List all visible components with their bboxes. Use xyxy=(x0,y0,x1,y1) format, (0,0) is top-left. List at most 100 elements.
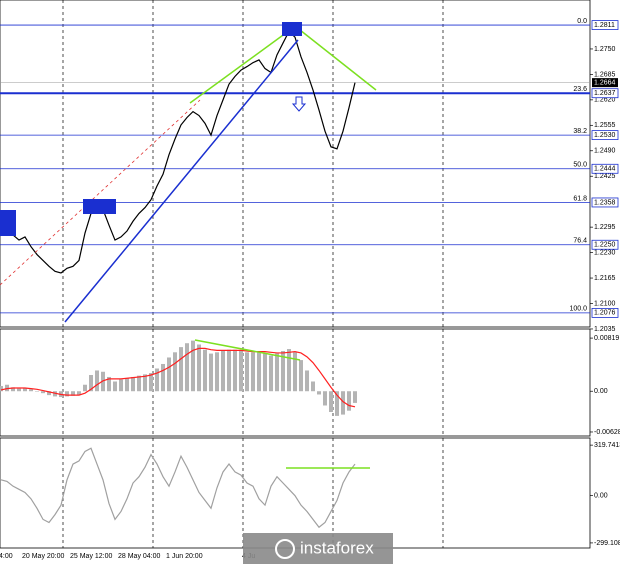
fib-price-label: 1.2358 xyxy=(594,199,616,206)
histogram-bar xyxy=(287,349,291,392)
x-tick-label: 25 May 12:00 xyxy=(70,553,113,560)
histogram-bar xyxy=(305,370,309,392)
x-tick-label: 20 May 20:00 xyxy=(22,553,65,560)
histogram-bar xyxy=(29,389,33,392)
histogram-bar xyxy=(41,391,45,394)
x-tick-label: 1 Jun 20:00 xyxy=(166,553,203,560)
histogram-bar xyxy=(215,352,219,392)
y-tick-label: 1.2295 xyxy=(594,224,616,231)
y-tick-label: -299.108 xyxy=(594,540,620,547)
fib-ratio: 23.6 xyxy=(573,86,587,93)
divergence-line xyxy=(299,29,377,91)
trend-line xyxy=(64,39,299,323)
histogram-bar xyxy=(329,391,333,412)
histogram-bar xyxy=(353,391,357,403)
histogram-bar xyxy=(95,370,99,392)
y-tick-label: 0.00 xyxy=(594,492,608,499)
histogram-bar xyxy=(185,343,189,392)
fib-ratio: 100.0 xyxy=(569,306,587,313)
price-box xyxy=(591,163,619,174)
histogram-bar xyxy=(239,350,243,392)
fib-price-label: 1.2076 xyxy=(594,310,616,317)
macd-panel xyxy=(0,328,591,437)
histogram-bar xyxy=(173,352,177,392)
fib-ratio: 0.0 xyxy=(577,18,587,25)
y-tick-label: 1.2685 xyxy=(594,71,616,78)
price-box xyxy=(591,20,619,30)
y-tick-label: 1.2165 xyxy=(594,275,616,282)
fib-price-label: 1.2444 xyxy=(594,166,616,173)
histogram-bar xyxy=(293,352,297,392)
price-box xyxy=(591,197,619,208)
histogram-bar xyxy=(275,353,279,392)
y-tick-label: 1.2100 xyxy=(594,300,616,307)
histogram-bar xyxy=(113,381,117,392)
zone-box xyxy=(282,22,302,36)
down-arrow xyxy=(291,96,307,112)
last-price-label: 1.2664 xyxy=(594,79,616,86)
x-tick-label: 4:00 xyxy=(0,553,13,560)
fib-price-label: 1.2530 xyxy=(594,132,616,139)
y-tick-label: 1.2555 xyxy=(594,122,616,129)
histogram-bar xyxy=(77,391,81,395)
x-tick-label: 28 May 04:00 xyxy=(118,553,161,560)
y-tick-label: 1.2230 xyxy=(594,249,616,256)
y-tick-label: 0.00 xyxy=(594,388,608,395)
histogram-bar xyxy=(257,350,261,392)
watermark-box xyxy=(243,533,393,564)
zone-box xyxy=(0,210,16,236)
y-tick-label: 0.00819 xyxy=(594,335,619,342)
histogram-bar xyxy=(71,391,75,396)
histogram-bar xyxy=(269,355,273,392)
histogram-bar xyxy=(65,391,69,397)
histogram-bar xyxy=(233,349,237,392)
fib-price-label: 1.2811 xyxy=(594,22,615,29)
zone-box xyxy=(83,199,116,214)
fib-ratio: 38.2 xyxy=(573,128,587,135)
histogram-bar xyxy=(107,376,111,392)
divergence-line xyxy=(189,29,291,104)
y-tick-label: 1.2750 xyxy=(594,46,616,53)
histogram-bar xyxy=(149,373,153,392)
fib-ratio: 50.0 xyxy=(573,162,587,169)
histogram-bar xyxy=(143,374,147,392)
histogram-bar xyxy=(179,347,183,392)
histogram-bar xyxy=(89,375,93,392)
histogram-bar xyxy=(347,391,351,411)
price-box xyxy=(591,308,619,318)
fib-price-label: 1.2637 xyxy=(594,90,616,97)
price-line xyxy=(0,447,356,529)
histogram-bar xyxy=(53,391,57,397)
histogram-bar xyxy=(0,386,3,392)
histogram-bar xyxy=(17,388,21,392)
histogram-bar xyxy=(5,384,9,392)
histogram-bar xyxy=(203,349,207,392)
price-panel xyxy=(0,0,591,328)
histogram-bar xyxy=(245,352,249,392)
y-tick-label: -0.00628 xyxy=(594,429,620,436)
histogram-bar xyxy=(221,350,225,392)
histogram-bar xyxy=(47,391,51,396)
divergence-line xyxy=(194,339,301,361)
histogram-bar xyxy=(227,349,231,392)
histogram-bar xyxy=(323,391,327,406)
histogram-bar xyxy=(299,360,303,392)
y-tick-label: 1.2620 xyxy=(594,97,616,104)
y-tick-label: 1.2425 xyxy=(594,173,616,180)
histogram-bar xyxy=(155,368,159,392)
y-tick-label: 1.2490 xyxy=(594,148,616,155)
histogram-bar xyxy=(251,352,255,392)
histogram-bar xyxy=(281,350,285,392)
price-box xyxy=(591,88,619,99)
histogram-bar xyxy=(83,384,87,392)
histogram-bar xyxy=(125,378,129,392)
price-line xyxy=(0,30,356,274)
y-tick-label: 319.7413 xyxy=(594,442,620,449)
histogram-bar xyxy=(161,363,165,392)
watermark: instaforex xyxy=(300,538,374,557)
price-box xyxy=(591,130,619,141)
histogram-bar xyxy=(341,391,345,415)
y-tick-label: 1.2035 xyxy=(594,326,616,333)
histogram-bar xyxy=(263,353,267,392)
